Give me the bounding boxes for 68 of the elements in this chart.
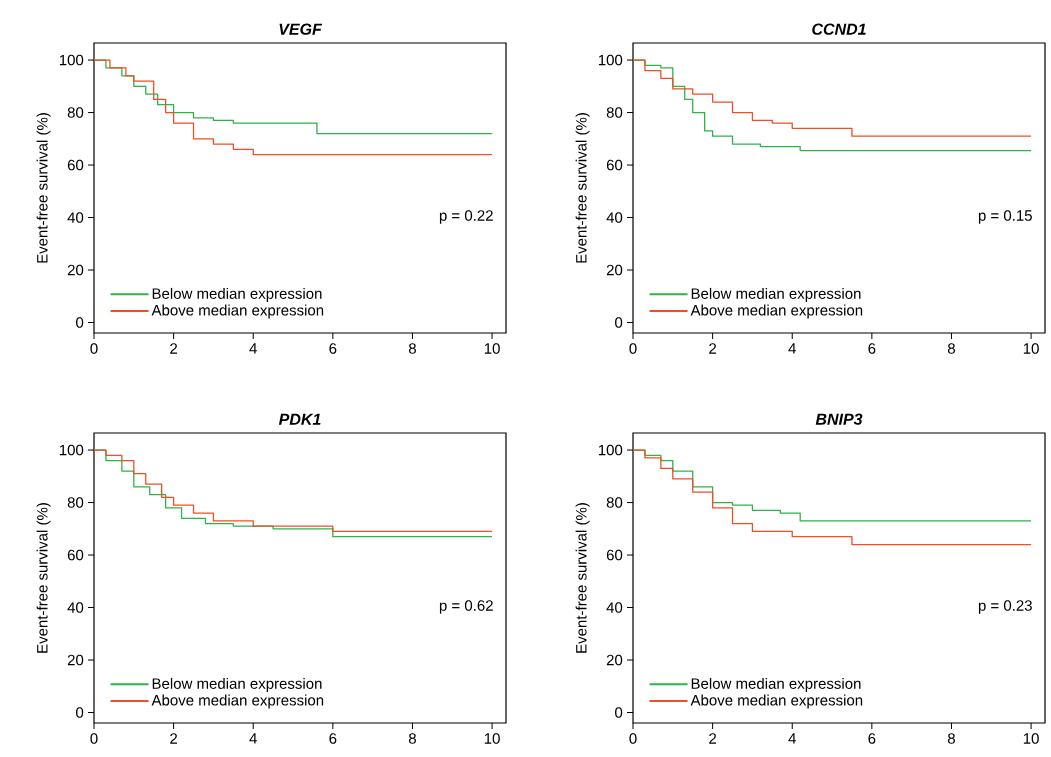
- chart-title: CCND1: [812, 23, 866, 35]
- y-tick-label: 40: [67, 602, 84, 613]
- x-tick-label: 0: [90, 733, 98, 744]
- legend-label: Above median expression: [690, 694, 863, 709]
- y-axis-title: Event-free survival (%): [575, 113, 590, 263]
- x-tick-label: 2: [709, 343, 717, 354]
- x-tick-label: 8: [408, 343, 416, 354]
- chart-title: PDK1: [278, 413, 321, 425]
- y-axis-title: Event-free survival (%): [575, 503, 590, 653]
- annotation: p = 0.15: [978, 210, 1032, 224]
- x-tick-label: 10: [484, 343, 500, 354]
- legend-label: Below median expression: [691, 677, 861, 692]
- annotation: p = 0.22: [439, 210, 493, 224]
- y-tick-label: 20: [606, 264, 623, 276]
- y-axis-title: Event-free survival (%): [36, 503, 51, 653]
- annotation: p = 0.62: [439, 600, 493, 614]
- x-tick-label: 4: [249, 343, 257, 354]
- x-tick-label: 6: [868, 343, 876, 354]
- x-tick-label: 6: [329, 733, 337, 744]
- annotation: p = 0.23: [978, 600, 1032, 614]
- x-tick-label: 2: [709, 733, 717, 744]
- x-tick-label: 0: [90, 343, 98, 354]
- x-tick-label: 0: [629, 733, 637, 744]
- y-tick-label: 100: [59, 54, 84, 66]
- chart-title: BNIP3: [815, 413, 863, 425]
- y-tick-label: 40: [67, 212, 84, 223]
- y-tick-label: 0: [615, 317, 623, 328]
- y-tick-label: 20: [67, 264, 84, 276]
- y-tick-label: 80: [67, 497, 84, 508]
- x-tick-label: 4: [788, 343, 796, 354]
- y-tick-label: 0: [76, 707, 84, 718]
- y-tick-label: 80: [606, 497, 623, 508]
- x-tick-label: 6: [868, 733, 876, 744]
- legend-label: Below median expression: [152, 677, 322, 692]
- legend-label: Above median expression: [151, 694, 324, 709]
- x-tick-label: 4: [249, 733, 257, 744]
- chart-title: VEGF: [279, 23, 323, 35]
- y-tick-label: 0: [615, 707, 623, 718]
- y-tick-label: 80: [606, 107, 623, 118]
- legend-label: Above median expression: [690, 304, 863, 319]
- y-tick-label: 100: [598, 444, 623, 456]
- x-tick-label: 4: [788, 733, 796, 744]
- x-tick-label: 0: [629, 343, 637, 354]
- y-tick-label: 60: [606, 549, 623, 561]
- y-tick-label: 20: [606, 654, 623, 666]
- y-tick-label: 100: [598, 54, 623, 66]
- x-tick-label: 10: [484, 733, 500, 744]
- x-tick-label: 2: [170, 733, 178, 744]
- y-tick-label: 20: [67, 654, 84, 666]
- y-tick-label: 80: [67, 107, 84, 118]
- y-tick-label: 40: [606, 602, 623, 613]
- legend-label: Below median expression: [691, 287, 861, 302]
- y-tick-label: 60: [67, 549, 84, 561]
- legend-label: Below median expression: [152, 287, 322, 302]
- x-tick-label: 10: [1023, 733, 1039, 744]
- x-tick-label: 8: [947, 343, 955, 354]
- y-tick-label: 100: [59, 444, 84, 456]
- x-tick-label: 6: [329, 343, 337, 354]
- x-tick-label: 10: [1023, 343, 1039, 354]
- y-tick-label: 60: [606, 159, 623, 171]
- x-tick-label: 8: [947, 733, 955, 744]
- x-tick-label: 8: [408, 733, 416, 744]
- y-tick-label: 60: [67, 159, 84, 171]
- y-tick-label: 0: [76, 317, 84, 328]
- x-tick-label: 2: [170, 343, 178, 354]
- y-tick-label: 40: [606, 212, 623, 223]
- y-axis-title: Event-free survival (%): [36, 113, 51, 263]
- legend-label: Above median expression: [151, 304, 324, 319]
